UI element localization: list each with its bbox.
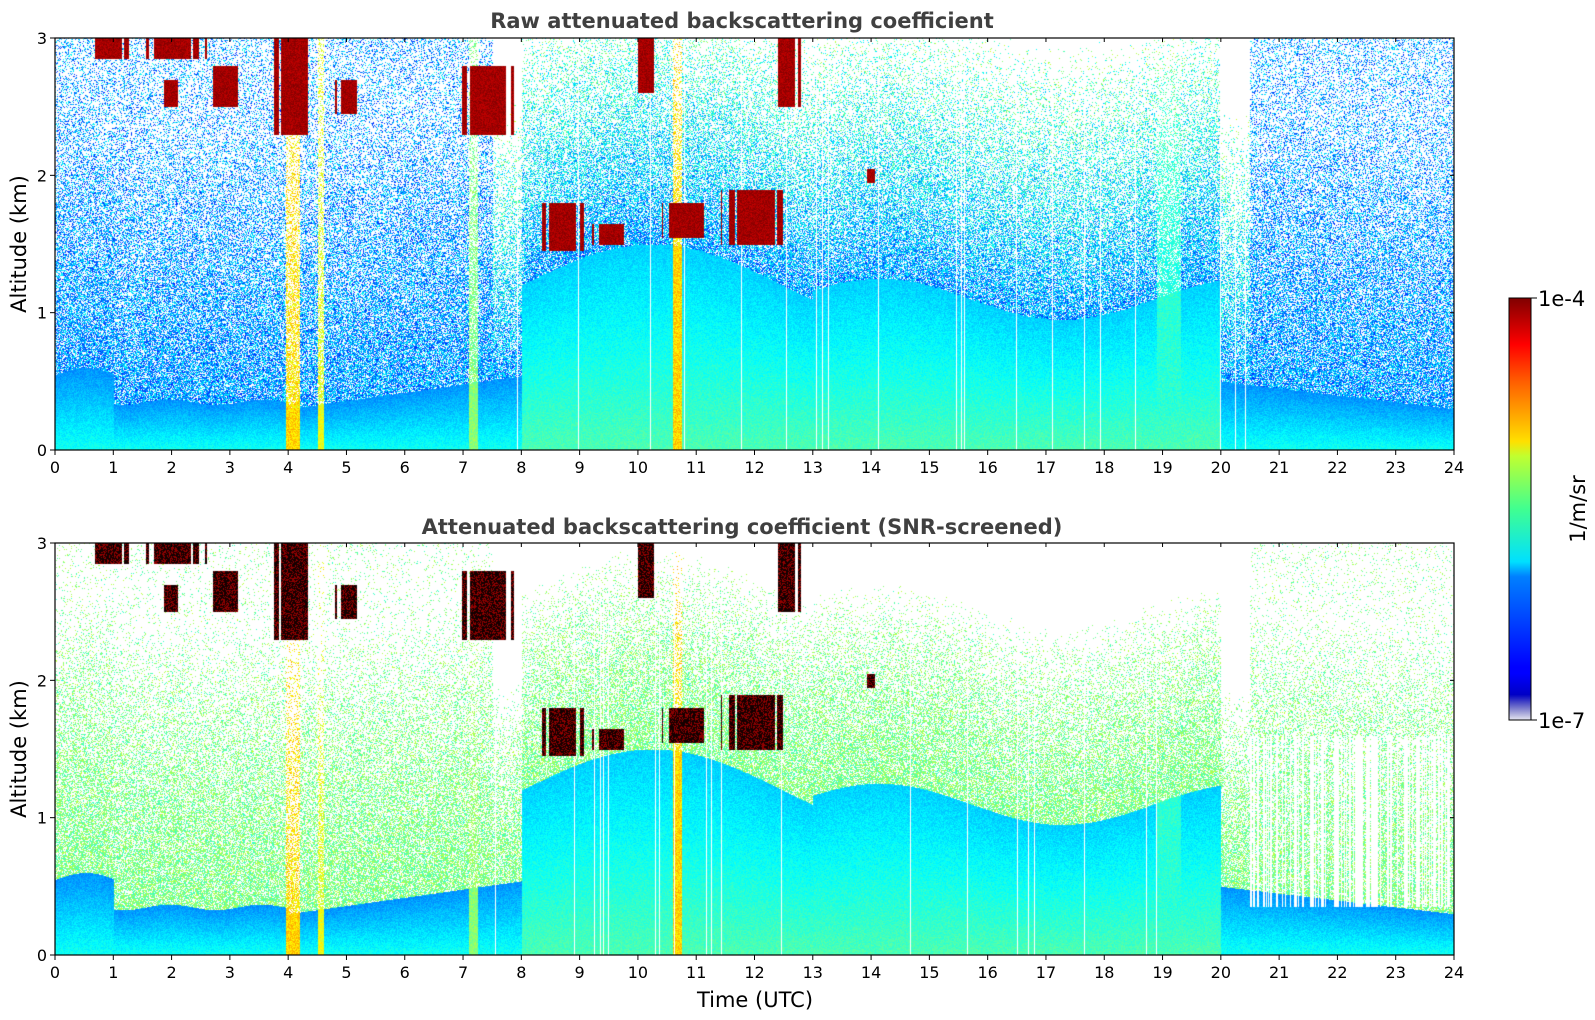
x-tick-label: 23 xyxy=(1386,458,1406,477)
y-tick-label: 2 xyxy=(37,671,47,690)
x-tick-label: 24 xyxy=(1444,458,1464,477)
x-tick-label: 7 xyxy=(458,963,468,982)
panel-title: Raw attenuated backscattering coefficien… xyxy=(490,9,994,33)
x-tick-label: 3 xyxy=(225,963,235,982)
x-tick-label: 8 xyxy=(516,963,526,982)
y-tick-label: 0 xyxy=(37,946,47,965)
x-tick-label: 2 xyxy=(166,458,176,477)
x-axis-label: Time (UTC) xyxy=(696,988,813,1012)
x-tick-label: 18 xyxy=(1094,458,1114,477)
x-tick-label: 22 xyxy=(1327,963,1347,982)
heatmap-image xyxy=(55,543,1454,955)
x-tick-label: 16 xyxy=(977,963,997,982)
x-tick-label: 20 xyxy=(1211,458,1231,477)
x-tick-label: 6 xyxy=(400,963,410,982)
x-tick-label: 12 xyxy=(744,458,764,477)
y-tick-label: 0 xyxy=(37,441,47,460)
x-tick-label: 16 xyxy=(977,458,997,477)
x-tick-label: 14 xyxy=(861,963,881,982)
heatmap-image xyxy=(55,38,1454,450)
x-tick-label: 12 xyxy=(744,963,764,982)
x-tick-label: 14 xyxy=(861,458,881,477)
x-tick-label: 24 xyxy=(1444,963,1464,982)
x-tick-label: 20 xyxy=(1211,963,1231,982)
x-tick-label: 0 xyxy=(50,458,60,477)
colorbar-min-label: 1e-7 xyxy=(1538,709,1585,733)
y-tick-label: 2 xyxy=(37,166,47,185)
colorbar-label: 1/m/sr xyxy=(1566,475,1590,543)
colorbar-frame xyxy=(1508,297,1532,721)
colorbar: 1e-4 1e-7 1/m/sr xyxy=(1508,287,1590,733)
x-tick-label: 17 xyxy=(1036,963,1056,982)
x-tick-label: 15 xyxy=(919,458,939,477)
x-tick-label: 19 xyxy=(1152,963,1172,982)
x-tick-label: 1 xyxy=(108,458,118,477)
y-axis-label: Altitude (km) xyxy=(7,680,31,818)
y-tick-label: 3 xyxy=(37,534,47,553)
x-tick-label: 15 xyxy=(919,963,939,982)
x-tick-label: 23 xyxy=(1386,963,1406,982)
x-tick-label: 4 xyxy=(283,458,293,477)
x-tick-label: 6 xyxy=(400,458,410,477)
colorbar-max-label: 1e-4 xyxy=(1538,287,1585,311)
x-axis: 0 1 2 3 4 5 6 7 8 9 10 11 12 13 14 15 16 17 18 19 20 21 22 23 24 xyxy=(50,38,1464,477)
x-tick-label: 9 xyxy=(575,458,585,477)
x-tick-label: 7 xyxy=(458,458,468,477)
x-tick-label: 13 xyxy=(803,963,823,982)
y-tick-label: 1 xyxy=(37,304,47,323)
x-tick-label: 9 xyxy=(575,963,585,982)
x-tick-label: 22 xyxy=(1327,458,1347,477)
y-tick-label: 1 xyxy=(37,809,47,828)
x-tick-label: 11 xyxy=(686,458,706,477)
colorbar-low-fade xyxy=(1509,298,1531,720)
x-tick-label: 10 xyxy=(628,963,648,982)
y-axis: 0 1 2 3 xyxy=(37,534,1454,965)
x-tick-label: 4 xyxy=(283,963,293,982)
panel-raw: Raw attenuated backscattering coefficien… xyxy=(7,9,1464,477)
x-axis: 0 1 2 3 4 5 6 7 8 9 10 11 12 13 14 15 16 17 18 19 20 21 22 23 24 xyxy=(50,543,1464,982)
x-tick-label: 1 xyxy=(108,963,118,982)
y-axis: 0 1 2 3 xyxy=(37,29,1454,460)
x-tick-label: 11 xyxy=(686,963,706,982)
x-tick-label: 21 xyxy=(1269,963,1289,982)
x-tick-label: 5 xyxy=(341,458,351,477)
panel-snr-screened: Attenuated backscattering coefficient (S… xyxy=(7,515,1464,1012)
x-tick-label: 18 xyxy=(1094,963,1114,982)
x-tick-label: 8 xyxy=(516,458,526,477)
y-axis-label: Altitude (km) xyxy=(7,175,31,313)
y-tick-label: 3 xyxy=(37,29,47,48)
x-tick-label: 2 xyxy=(166,963,176,982)
x-tick-label: 10 xyxy=(628,458,648,477)
x-tick-label: 0 xyxy=(50,963,60,982)
x-tick-label: 17 xyxy=(1036,458,1056,477)
panel-title: Attenuated backscattering coefficient (S… xyxy=(422,515,1063,539)
x-tick-label: 21 xyxy=(1269,458,1289,477)
x-tick-label: 13 xyxy=(803,458,823,477)
x-tick-label: 19 xyxy=(1152,458,1172,477)
x-tick-label: 3 xyxy=(225,458,235,477)
x-tick-label: 5 xyxy=(341,963,351,982)
